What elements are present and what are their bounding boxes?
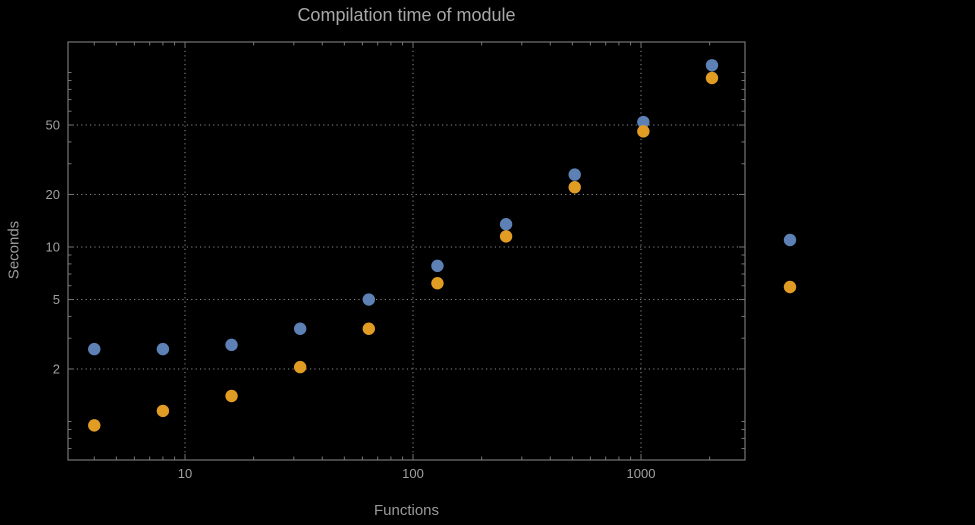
- data-point-series-blue: [637, 115, 650, 129]
- tick-label-y-2: 2: [53, 361, 60, 376]
- data-point-series-orange: [431, 277, 444, 290]
- data-point-series-blue: [431, 259, 444, 273]
- tick-label-x-1000: 1000: [627, 466, 656, 481]
- data-point-series-blue: [705, 59, 719, 72]
- data-point-series-blue: [568, 168, 581, 181]
- tick-label-y-50: 50: [46, 118, 60, 133]
- legend-marker-blue: [783, 233, 797, 247]
- data-point-series-orange: [705, 71, 719, 85]
- data-point-series-orange: [499, 230, 513, 243]
- data-point-series-orange: [637, 125, 650, 138]
- data-point-series-blue: [88, 342, 101, 356]
- data-point-series-blue: [499, 218, 513, 231]
- data-point-series-blue: [225, 338, 238, 352]
- data-point-series-orange: [568, 181, 581, 194]
- data-point-series-orange: [362, 322, 376, 335]
- legend-marker-orange: [783, 280, 797, 294]
- data-point-series-blue: [156, 342, 170, 356]
- tick-label-y-10: 10: [46, 240, 60, 255]
- data-point-series-blue: [362, 293, 376, 306]
- y-axis-label: Seconds: [5, 220, 23, 280]
- data-point-series-orange: [225, 389, 238, 403]
- data-point-series-blue: [293, 322, 307, 335]
- chart-title: Compilation time of module: [297, 5, 516, 25]
- tick-label-y-20: 20: [46, 187, 60, 202]
- tick-label-x-100: 100: [402, 466, 424, 481]
- data-point-series-orange: [88, 419, 101, 432]
- x-axis-label: Functions: [373, 502, 440, 519]
- plot-frame: [67, 41, 746, 461]
- data-point-series-orange: [293, 360, 307, 374]
- data-point-series-orange: [156, 404, 170, 418]
- tick-label-y-5: 5: [53, 292, 60, 307]
- tick-label-x-10: 10: [178, 466, 192, 481]
